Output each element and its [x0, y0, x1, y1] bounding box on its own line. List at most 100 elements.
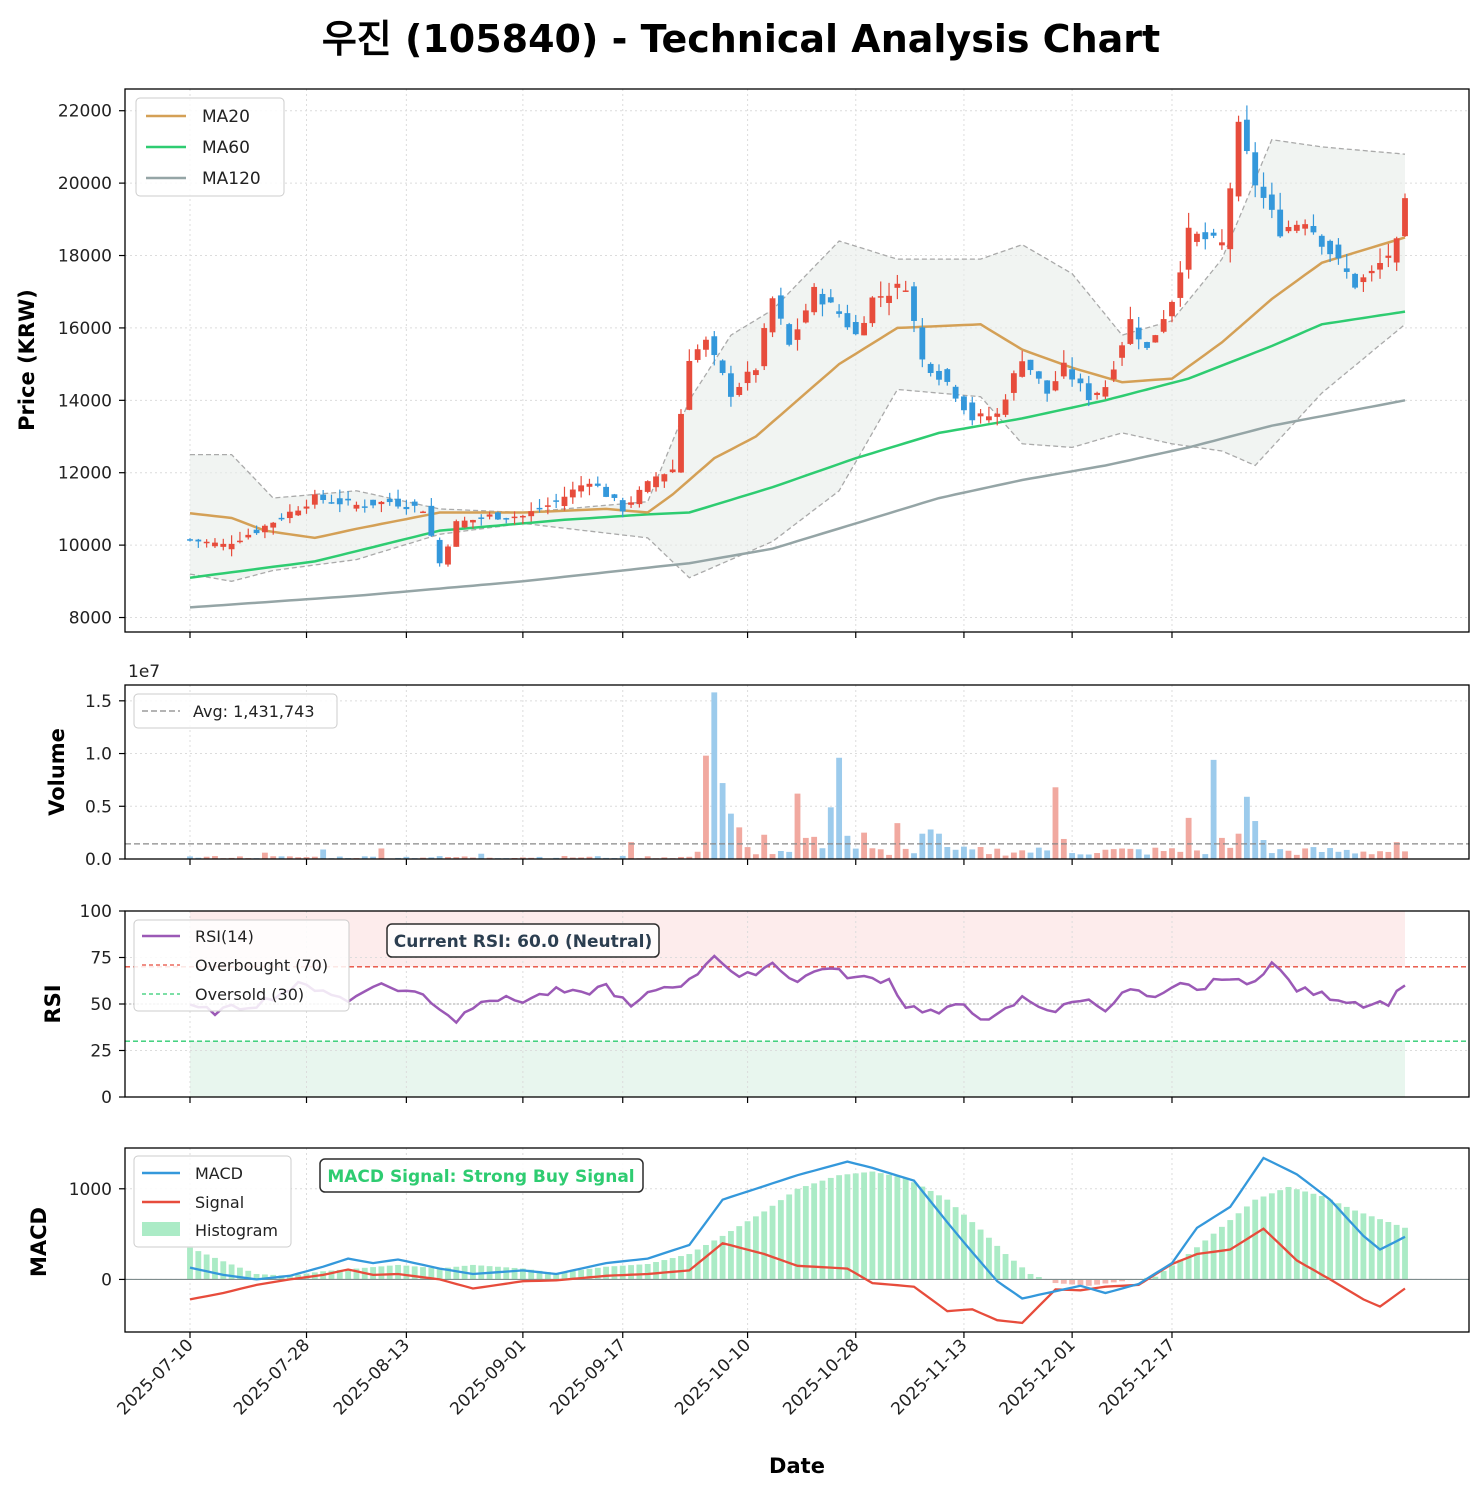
candle-body — [686, 360, 693, 410]
histogram-bar — [952, 1207, 959, 1280]
candlestick — [603, 483, 610, 498]
candle-body — [420, 511, 426, 514]
macd-annotation: MACD Signal: Strong Buy Signal — [319, 1158, 644, 1193]
histogram-bar — [1285, 1186, 1292, 1280]
histogram-bar — [586, 1268, 593, 1280]
volume-bar — [728, 813, 734, 859]
histogram-bar — [453, 1266, 460, 1280]
volume-bar — [295, 857, 302, 859]
histogram-bar — [894, 1176, 901, 1280]
candlestick — [927, 362, 934, 377]
histogram-bar — [228, 1264, 235, 1280]
candlestick — [1094, 391, 1101, 400]
volume-bar — [212, 856, 218, 859]
candlestick — [261, 524, 268, 539]
volume-frame — [124, 684, 1470, 860]
y-tick-label: 12000 — [58, 464, 112, 484]
histogram-bar — [1035, 1277, 1042, 1280]
candle-body — [819, 293, 826, 305]
candlestick — [478, 514, 485, 526]
candlestick — [286, 504, 293, 524]
candle-body — [919, 327, 926, 360]
candle-body — [361, 506, 368, 508]
candlestick — [1035, 370, 1042, 384]
candlestick — [1202, 222, 1209, 250]
candlestick — [586, 478, 593, 496]
candle-body — [1260, 186, 1267, 198]
histogram-bar — [428, 1267, 435, 1280]
volume-bar — [1160, 851, 1167, 859]
candle-body — [237, 540, 243, 543]
candle-body — [220, 543, 227, 547]
candlestick — [1160, 310, 1167, 334]
candle-body — [311, 494, 318, 505]
volume-bar — [237, 856, 243, 859]
candlestick — [1027, 359, 1034, 375]
volume-bar — [678, 856, 684, 859]
candle-body — [1377, 262, 1383, 270]
histogram-bar — [1368, 1216, 1375, 1280]
candlestick — [503, 517, 510, 524]
volume-ylabel: Volume — [45, 728, 69, 816]
histogram-bar — [353, 1268, 360, 1280]
candlestick — [936, 364, 942, 386]
volume-bar — [536, 856, 543, 859]
volume-bar — [1235, 833, 1242, 859]
histogram-bar — [1010, 1260, 1017, 1280]
candlestick — [1102, 380, 1109, 400]
candle-body — [1152, 335, 1159, 343]
histogram-bar — [1360, 1213, 1367, 1280]
candlestick — [802, 303, 809, 324]
candle-body — [711, 336, 718, 356]
oversold-zone — [190, 1041, 1405, 1097]
legend-ma20-label: MA20 — [202, 107, 250, 127]
candle-body — [1235, 121, 1242, 197]
volume-bar — [378, 848, 385, 859]
y-tick-label: 75 — [90, 949, 112, 969]
volume-bar — [1343, 849, 1350, 859]
candlestick — [944, 367, 951, 386]
volume-bar — [752, 854, 759, 859]
candlestick — [311, 489, 318, 509]
volume-bar — [1069, 853, 1076, 859]
x-tick-label: 2025-10-28 — [779, 1335, 863, 1419]
candle-body — [286, 511, 293, 519]
volume-bar — [478, 853, 485, 859]
candle-body — [1094, 392, 1101, 396]
candlestick — [1335, 238, 1342, 265]
candle-body — [261, 525, 268, 533]
candlestick — [569, 481, 576, 504]
overbought-zone — [190, 911, 1405, 967]
histogram-bar — [1069, 1279, 1076, 1285]
volume-bar — [203, 856, 210, 859]
histogram-bar — [1194, 1247, 1200, 1280]
candlestick — [1260, 172, 1267, 209]
y-tick-label: 8000 — [69, 609, 112, 629]
histogram-bar — [212, 1257, 218, 1280]
candle-body — [1368, 270, 1375, 274]
histogram-bar — [911, 1182, 917, 1280]
y-tick-label: 100 — [80, 902, 112, 922]
candle-body — [486, 514, 493, 517]
candle-body — [536, 507, 543, 510]
y-tick-label: 22000 — [58, 102, 112, 122]
volume-bar — [911, 853, 917, 859]
legend-overbought-label: Overbought (70) — [195, 956, 328, 975]
candlestick — [1210, 228, 1217, 239]
candle-body — [470, 519, 476, 523]
histogram-bar — [1235, 1213, 1242, 1280]
candle-body — [636, 489, 643, 505]
y-tick-label: 1000 — [69, 1180, 112, 1200]
candlestick — [794, 318, 801, 351]
y-tick-label: 25 — [90, 1042, 112, 1062]
volume-bar — [453, 857, 460, 859]
ma120-line — [189, 399, 1406, 609]
histogram-bar — [1385, 1222, 1392, 1280]
volume-bar — [370, 856, 376, 859]
candlestick — [320, 490, 327, 504]
volume-bar — [994, 848, 1001, 859]
candle-body — [1119, 345, 1125, 358]
candle-body — [245, 534, 252, 538]
volume-bar — [1293, 854, 1300, 859]
candlestick — [370, 499, 376, 509]
